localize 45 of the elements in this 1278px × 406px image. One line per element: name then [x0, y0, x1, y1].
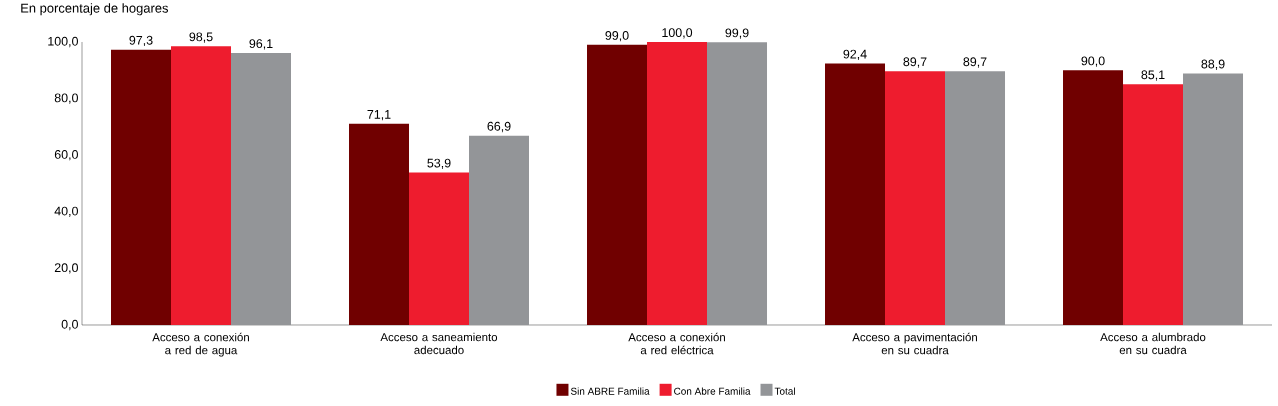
data-label: 85,1: [1141, 70, 1165, 81]
data-label: 98,5: [189, 32, 213, 43]
bar: [647, 42, 708, 325]
bar: [707, 42, 768, 325]
legend-label: Sin ABRE Familia: [570, 387, 650, 395]
data-label: 89,7: [903, 57, 927, 68]
data-label: 88,9: [1201, 59, 1225, 70]
legend-label: Con Abre Familia: [674, 387, 751, 395]
bar: [945, 71, 1006, 325]
data-label: 92,4: [843, 49, 867, 60]
bar: [825, 63, 886, 325]
bar: [469, 135, 529, 325]
data-label: 53,9: [427, 158, 451, 169]
y-tick-label: 60,0: [54, 150, 78, 161]
y-tick-label: 100,0: [48, 36, 78, 48]
data-label: 99,9: [725, 28, 749, 39]
data-label: 66,9: [487, 121, 511, 133]
data-label: 71,1: [367, 110, 391, 121]
data-label: 89,7: [963, 57, 987, 68]
x-tick-label: Acceso a conexión a red de agua: [152, 332, 249, 357]
data-label: 96,1: [249, 39, 273, 50]
bar: [1123, 84, 1184, 325]
bar: [885, 71, 946, 325]
data-label: 90,0: [1081, 56, 1105, 67]
bar: [111, 49, 171, 325]
data-label: 97,3: [129, 35, 153, 47]
bar: [587, 44, 648, 325]
x-tick-label: Acceso a pavimentación en su cuadra: [852, 332, 977, 355]
bar: [349, 123, 409, 325]
x-tick-label: Acceso a alumbrado en su cuadra: [1100, 332, 1206, 355]
x-tick-label: Acceso a saneamiento adecuado: [380, 332, 498, 355]
bar: [1063, 70, 1124, 325]
bar: [171, 46, 231, 325]
x-tick-label: Acceso a conexión a red eléctrica: [628, 332, 725, 355]
bar: [231, 53, 291, 325]
y-tick-label: 20,0: [54, 263, 78, 274]
y-tick-label: 40,0: [54, 206, 78, 217]
chart-subtitle: En porcentaje de hogares: [21, 3, 169, 16]
y-tick-label: 0,0: [61, 319, 78, 331]
data-label: 100,0: [662, 28, 693, 39]
bar: [409, 172, 469, 325]
bar: [1183, 73, 1244, 325]
y-tick-label: 80,0: [54, 93, 78, 104]
legend-label: Total: [774, 387, 795, 395]
data-label: 99,0: [605, 31, 629, 42]
